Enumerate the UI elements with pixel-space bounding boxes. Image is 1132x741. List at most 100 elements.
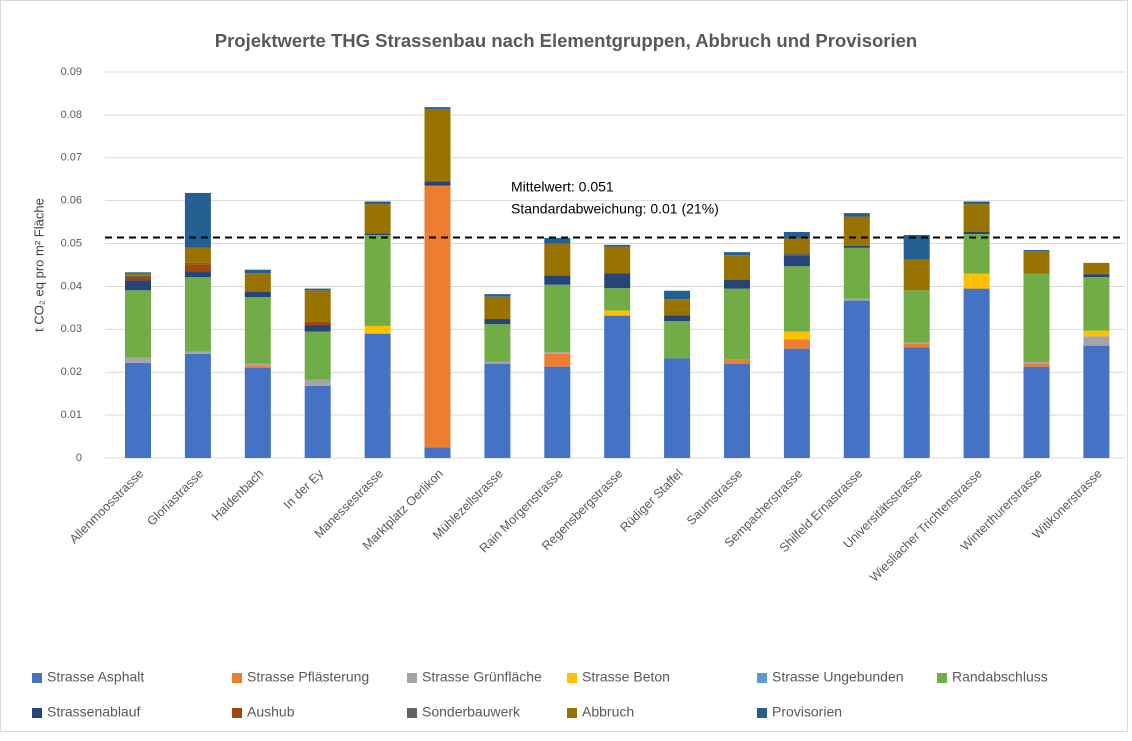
- bar-segment: [1023, 361, 1050, 364]
- bar-segment: [903, 234, 930, 259]
- bar-segment: [1023, 251, 1050, 274]
- bar-segment: [484, 294, 511, 297]
- bar-segment: [125, 272, 151, 274]
- bar-segment: [843, 216, 870, 246]
- bar-segment: [364, 233, 391, 235]
- bar-segment: [1083, 262, 1110, 274]
- bar-segment: [903, 258, 930, 291]
- y-tick-label: 0: [76, 452, 82, 464]
- bar-segment: [424, 185, 451, 448]
- bar-segment: [125, 357, 151, 363]
- bar-segment: [1023, 366, 1050, 458]
- bar-segment: [304, 379, 331, 386]
- bar-segment: [963, 234, 990, 274]
- legend-swatch: [32, 708, 42, 718]
- legend-swatch: [407, 673, 417, 683]
- legend-swatch: [407, 708, 417, 718]
- bar-segment: [364, 325, 391, 334]
- bar-segment: [244, 297, 271, 364]
- bar-segment: [843, 298, 870, 301]
- bar-segment: [184, 247, 211, 263]
- bar-segment: [843, 213, 870, 217]
- bar-segment: [484, 361, 511, 364]
- legend-label: Provisorien: [772, 704, 842, 720]
- bar-segment: [244, 269, 271, 274]
- bar-segment: [364, 234, 391, 326]
- bar-segment: [664, 358, 691, 458]
- bar-segment: [724, 280, 750, 289]
- bar-segment: [1083, 273, 1110, 275]
- bar-segment: [1083, 345, 1110, 458]
- bar-segment: [783, 339, 810, 349]
- legend-label: Sonderbauwerk: [422, 704, 521, 720]
- bar-segment: [724, 363, 750, 458]
- bar-segment: [903, 343, 930, 348]
- bar-segment: [125, 275, 151, 278]
- chart-title: Projektwerte THG Strassenbau nach Elemen…: [215, 30, 917, 51]
- bar-segment: [664, 315, 691, 322]
- bar-segment: [544, 352, 571, 354]
- bar-segment: [1083, 330, 1110, 337]
- bar-segment: [304, 331, 331, 380]
- legend-label: Randabschluss: [952, 669, 1048, 685]
- legend-label: Strasse Beton: [582, 669, 670, 685]
- bar-segment: [724, 252, 750, 256]
- bar-segment: [125, 280, 151, 291]
- bar-segment: [304, 290, 331, 322]
- bar-segment: [304, 288, 331, 291]
- bar-segment: [664, 290, 691, 300]
- bar-segment: [125, 290, 151, 358]
- bar-segment: [184, 277, 211, 352]
- bar-segment: [604, 288, 631, 311]
- bar-segment: [1023, 363, 1050, 367]
- y-tick-label: 0.09: [61, 66, 82, 78]
- bar-segment: [843, 247, 870, 299]
- legend-swatch: [757, 708, 767, 718]
- bar-segment: [963, 201, 990, 205]
- bar-segment: [424, 109, 451, 182]
- bar-segment: [484, 324, 511, 362]
- legend-label: Strasse Ungebunden: [772, 669, 904, 685]
- y-tick-label: 0.01: [61, 409, 82, 421]
- bar-segment: [424, 181, 451, 186]
- bar-segment: [125, 362, 151, 458]
- bar-segment: [244, 291, 271, 298]
- bar-segment: [1083, 274, 1110, 278]
- bar-segment: [783, 253, 810, 256]
- bar-segment: [484, 363, 511, 458]
- bar-segment: [604, 310, 631, 316]
- legend-swatch: [567, 708, 577, 718]
- bar-segment: [604, 315, 631, 458]
- legend-swatch: [937, 673, 947, 683]
- bar-segment: [484, 319, 511, 325]
- bar-segment: [244, 367, 271, 458]
- bar-segment: [903, 290, 930, 343]
- bar-segment: [963, 204, 990, 232]
- bar-segment: [783, 255, 810, 267]
- annotation: Standardabweichung: 0.01 (21%): [511, 201, 719, 217]
- bar-segment: [724, 288, 750, 360]
- bar-segment: [724, 359, 750, 364]
- y-axis-label: t CO₂ eq pro m² Fläche: [31, 198, 46, 332]
- y-tick-label: 0.08: [61, 109, 82, 121]
- bar-segment: [184, 271, 211, 278]
- bar-segment: [125, 273, 151, 276]
- bar-segment: [184, 353, 211, 458]
- bar-segment: [184, 264, 211, 272]
- bar-segment: [604, 244, 631, 247]
- bar-segment: [604, 246, 631, 274]
- legend-label: Strasse Pflästerung: [247, 669, 369, 685]
- bar-segment: [244, 363, 271, 366]
- mean-label: Mittelwert: 0.051: [511, 179, 614, 195]
- bar-segment: [304, 325, 331, 332]
- bar-segment: [544, 366, 571, 458]
- bar-segment: [664, 321, 691, 359]
- bar-segment: [664, 299, 691, 316]
- legend-swatch: [232, 708, 242, 718]
- bar-segment: [364, 204, 391, 234]
- legend-label: Abbruch: [582, 704, 634, 720]
- bar-segment: [843, 245, 870, 248]
- bar-segment: [903, 342, 930, 344]
- bar-segment: [604, 273, 631, 289]
